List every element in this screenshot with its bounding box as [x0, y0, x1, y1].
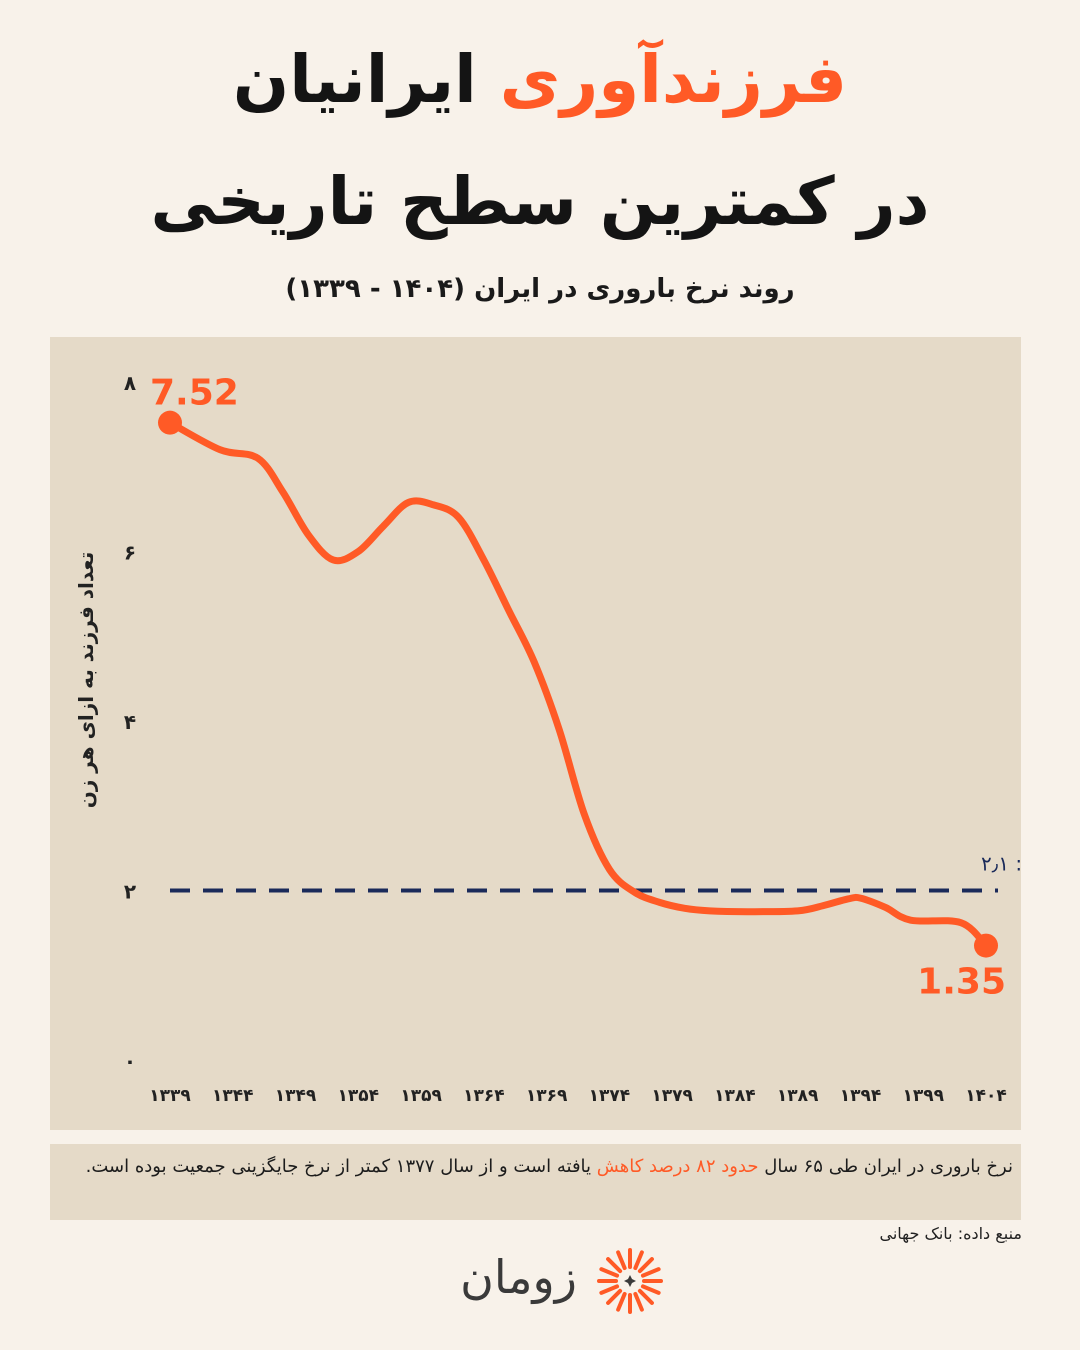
x-tick-label: ۱۳۸۹: [777, 1086, 819, 1106]
logo-ray: [640, 1284, 661, 1295]
x-tick-label: ۱۳۳۹: [149, 1086, 191, 1106]
x-tick-label: ۱۳۴۹: [275, 1086, 317, 1106]
data-label: 7.52: [150, 373, 239, 414]
note-text-1: نرخ باروری در ایران طی ۶۵ سال: [758, 1156, 1013, 1177]
fertility-rate-line: [166, 419, 990, 950]
replacement-rate-label: نرخ جایگزینی جمعیت: ۲٫۱: [981, 852, 1021, 876]
sunburst-logo-icon: [597, 1248, 663, 1314]
chart-panel: ۰ ۲ ۴ ۶ ۸ ۱۳۳۹ ۱۳۴۴ ۱۳۴۹ ۱۳۵۴ ۱۳۵۹ ۱۳۶۴ ۱۳۶۹ ۱۳۷۴ ۱۳۷…: [50, 337, 1021, 1130]
chart-subtitle: روند نرخ باروری در ایران (۱۴۰۴ - ۱۳۳۹): [285, 274, 795, 304]
data-point-marker: [974, 933, 998, 958]
logo-ray: [640, 1267, 661, 1278]
x-tick-label: ۱۳۶۹: [526, 1086, 568, 1106]
x-tick-label: ۱۳۵۹: [400, 1086, 442, 1106]
title-rest: ایرانیان: [232, 41, 477, 118]
x-tick-label: ۱۳۴۴: [212, 1086, 254, 1106]
x-tick-label: ۱۳۷۴: [589, 1086, 631, 1106]
y-axis-title: تعداد فرزند به ازای هر زن: [74, 551, 98, 809]
logo-ray: [599, 1267, 620, 1278]
data-point-marker: [158, 410, 182, 435]
x-tick-label: ۱۳۸۴: [714, 1086, 756, 1106]
logo-ray: [616, 1250, 627, 1271]
x-tick-label: ۱۳۹۹: [902, 1086, 944, 1106]
x-tick-label: ۱۳۶۴: [463, 1086, 505, 1106]
logo-ray: [616, 1291, 627, 1312]
data-label: 1.35: [917, 962, 1006, 1003]
logo-ray: [637, 1257, 654, 1274]
x-tick-label: ۱۴۰۴: [965, 1086, 1007, 1106]
y-tick-label: ۴: [124, 710, 136, 734]
x-tick-label: ۱۳۹۴: [840, 1086, 882, 1106]
logo-ray: [606, 1288, 623, 1305]
x-tick-label: ۱۳۷۹: [651, 1086, 693, 1106]
chart-svg: ۰ ۲ ۴ ۶ ۸ ۱۳۳۹ ۱۳۴۴ ۱۳۴۹ ۱۳۵۴ ۱۳۵۹ ۱۳۶۴ ۱۳۶۹ ۱۳۷۴ ۱۳۷…: [124, 371, 1021, 1106]
y-tick-label: ۰: [124, 1049, 136, 1073]
logo-ray: [606, 1257, 623, 1274]
y-tick-label: ۸: [124, 371, 136, 395]
y-tick-label: ۲: [124, 880, 136, 904]
y-tick-label: ۶: [124, 541, 136, 565]
logo-ray: [637, 1288, 654, 1305]
note-text-2: یافته است و از سال ۱۳۷۷ کمتر از نرخ جایگ…: [85, 1156, 597, 1177]
logo-wordmark: زومان: [460, 1250, 577, 1304]
logo-ray: [633, 1250, 644, 1271]
x-tick-label: ۱۳۵۴: [338, 1086, 380, 1106]
note-box: نرخ باروری در ایران طی ۶۵ سال حدود ۸۲ در…: [50, 1144, 1021, 1220]
source-credit: منبع داده: بانک جهانی: [879, 1224, 1023, 1243]
title-line-2: در کمترین سطح تاریخی: [150, 163, 930, 240]
logo-ray: [599, 1284, 620, 1295]
brand-logo: زومان: [415, 1244, 665, 1316]
logo-ray: [633, 1291, 644, 1312]
note-highlight: حدود ۸۲ درصد کاهش: [596, 1156, 759, 1177]
title-accent: فرزندآوری: [499, 41, 848, 118]
title-line-1: فرزندآوری ایرانیان: [0, 40, 1080, 120]
